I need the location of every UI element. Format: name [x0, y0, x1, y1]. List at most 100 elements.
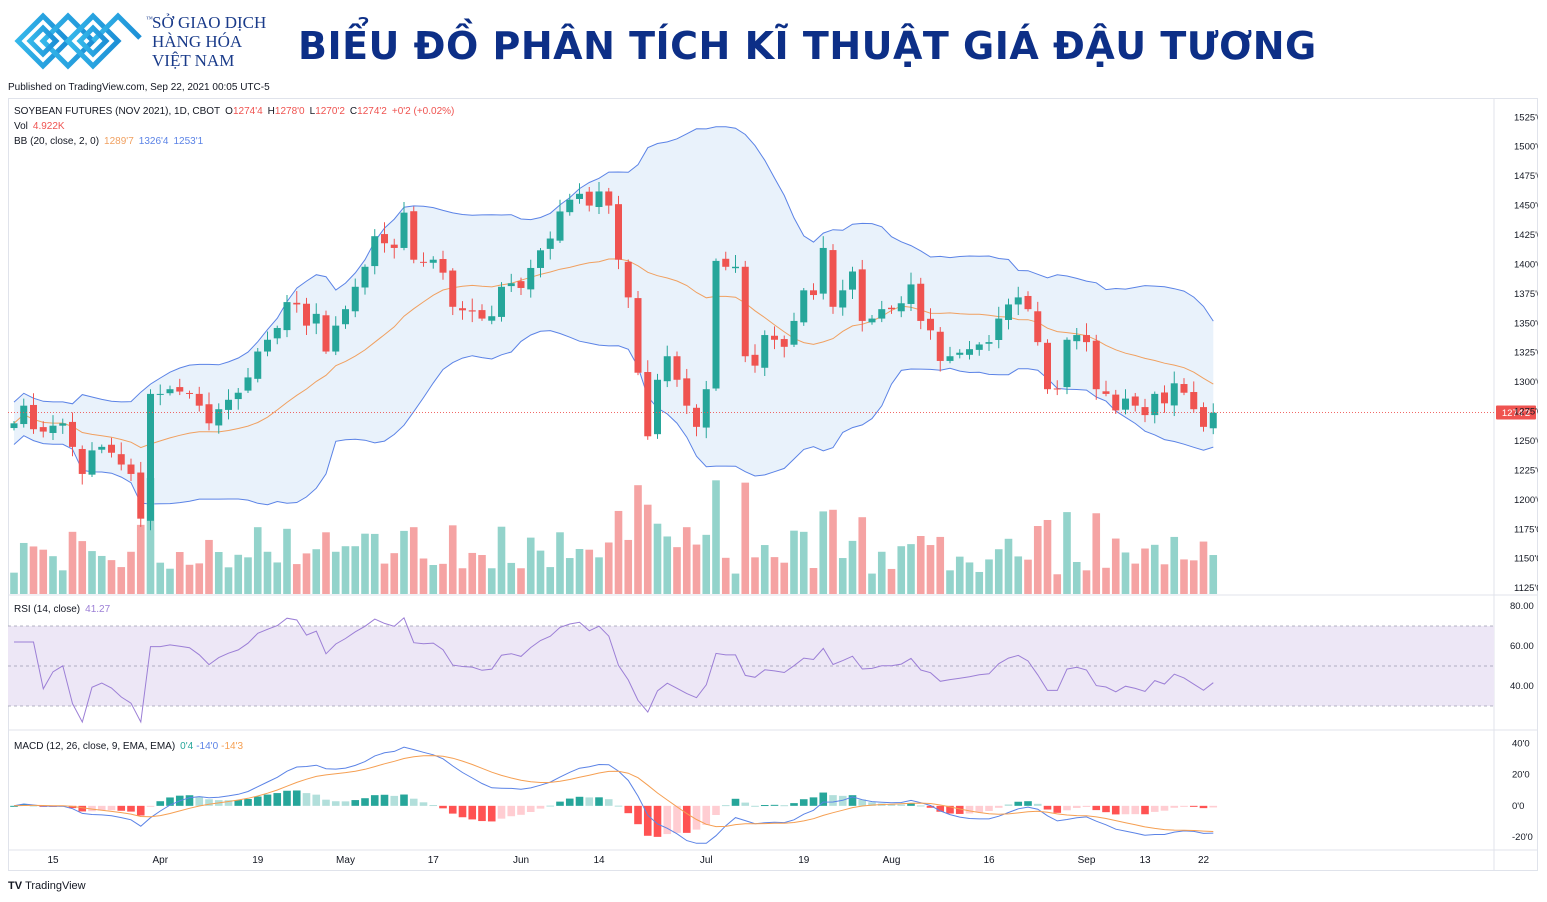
macd-histogram-bar [263, 794, 272, 806]
macd-histogram-bar [975, 805, 984, 813]
macd-signal-value: -14'3 [221, 741, 244, 752]
bb-lower-value: 1253'1 [173, 136, 204, 147]
macd-histogram-bar [283, 790, 291, 806]
candle-body [566, 199, 574, 213]
rsi-line [14, 616, 1214, 724]
candle-body [459, 308, 466, 311]
candle-body [186, 392, 193, 394]
brand-line-1: SỞ GIAO DỊCH [152, 13, 267, 32]
volume-bar [868, 573, 876, 594]
candle-body [517, 281, 525, 288]
brand-line-2: HÀNG HÓA [152, 32, 243, 51]
volume-bar [946, 570, 954, 594]
candle-body [654, 379, 661, 435]
candle-body [1034, 311, 1042, 343]
candle-body [780, 339, 788, 347]
volume-label: Vol [14, 121, 28, 132]
candle-body [351, 286, 359, 312]
volume-bar [556, 532, 564, 594]
candle-body [293, 302, 301, 305]
volume-bar [751, 557, 759, 594]
macd-histogram-bar [458, 805, 467, 818]
macd-histogram-bar [1199, 805, 1208, 809]
volume-bar [224, 567, 233, 594]
price-axis-label: 1275'0 [1514, 407, 1538, 418]
volume-bar [49, 556, 57, 594]
volume-bar [712, 480, 720, 594]
price-axis-label: 1500'0 [1514, 142, 1538, 153]
volume-bar [526, 537, 535, 594]
candle-body [673, 356, 681, 380]
time-axis-label: 22 [1198, 855, 1210, 866]
candle-body [1083, 335, 1090, 343]
candle-body [946, 356, 954, 361]
volume-bar [1014, 556, 1023, 594]
candle-body [995, 318, 1003, 340]
candle-body [790, 320, 798, 345]
candle-body [966, 349, 973, 355]
macd-histogram-bar [1209, 805, 1218, 808]
candle-body [556, 211, 564, 241]
macd-axis-label: 20'0 [1512, 770, 1530, 781]
macd-histogram-bar [68, 805, 77, 809]
tradingview-chart[interactable]: 1274'2 1525'0 1500'0 1475'0 1450'0 1425'0 1400… [8, 98, 1538, 871]
candle-body [751, 354, 759, 366]
candle-body [1102, 391, 1110, 394]
candle-body [342, 309, 349, 325]
candle-body [1131, 396, 1139, 406]
volume-bar [68, 531, 77, 594]
volume-bar [809, 568, 818, 594]
volume-bar [614, 510, 623, 594]
macd-histogram-bar [546, 805, 555, 807]
macd-histogram-bar [604, 799, 613, 806]
footer-brand-label: TradingView [25, 880, 86, 892]
macd-histogram-bar [136, 805, 145, 816]
candle-body [732, 266, 739, 269]
high-label: H [267, 106, 275, 117]
macd-histogram-bar [1150, 805, 1159, 812]
volume-bar [390, 553, 399, 594]
macd-histogram-bar [1053, 805, 1062, 813]
volume-bar [487, 568, 496, 594]
candle-body [117, 454, 125, 465]
candle-body [810, 290, 817, 296]
candle-body [225, 399, 232, 410]
volume-bar [507, 562, 516, 594]
candle-body [985, 342, 993, 344]
macd-histogram-bar [1024, 801, 1032, 806]
candle-body [49, 425, 57, 433]
macd-histogram-bar [195, 796, 204, 806]
footer-brand[interactable]: TV TradingView [8, 880, 86, 892]
volume-bar [331, 551, 340, 594]
volume-bar [858, 517, 867, 594]
macd-histogram-bar [429, 805, 438, 807]
candle-body [615, 204, 622, 260]
macd-histogram-bar [1160, 805, 1169, 811]
macd-histogram-bar [682, 805, 691, 833]
volume-bar [253, 527, 262, 594]
candle-body [537, 250, 544, 268]
candle-body [322, 315, 330, 352]
rsi-label: RSI (14, close) [14, 604, 81, 615]
candle-body [1209, 412, 1217, 429]
volume-bar [292, 564, 301, 594]
macd-histogram-bar [663, 805, 672, 835]
volume-bar [380, 563, 389, 594]
macd-histogram-bar [166, 797, 174, 806]
candle-body [605, 191, 613, 206]
volume-bar [926, 545, 935, 594]
macd-histogram-bar [185, 795, 194, 806]
macd-histogram-bar [468, 805, 477, 820]
low-label: L [309, 106, 316, 117]
macd-histogram-bar [770, 804, 779, 806]
macd-histogram-bar [721, 805, 730, 807]
rsi-axis-label: 80.00 [1510, 601, 1534, 612]
candle-body [1053, 388, 1061, 390]
macd-histogram-bar [702, 805, 711, 825]
candle-body [312, 313, 320, 324]
candle-body [59, 423, 67, 426]
last-price-tag [1496, 405, 1536, 420]
candle-body [858, 269, 866, 321]
price-axis-label: 1375'0 [1514, 289, 1538, 300]
macd-histogram-bar [234, 800, 243, 806]
